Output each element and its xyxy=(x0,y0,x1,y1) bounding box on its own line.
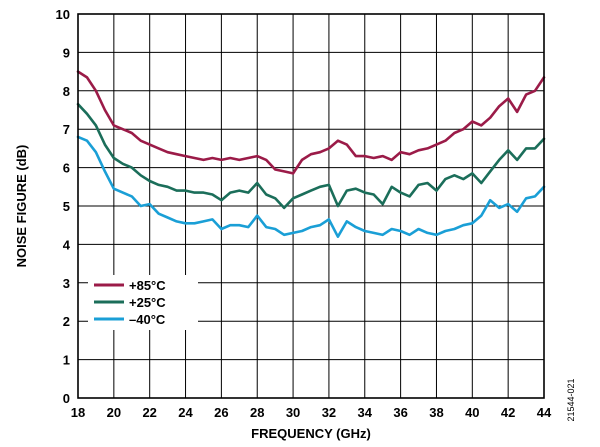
x-tick-label: 26 xyxy=(214,405,228,420)
y-tick-labels: 0 1 2 3 4 5 6 7 8 9 10 xyxy=(56,7,71,406)
series-line-2 xyxy=(76,102,546,210)
y-tick-label: 1 xyxy=(63,353,70,368)
plot-frame xyxy=(77,13,545,399)
y-tick-label: 9 xyxy=(63,45,70,60)
grid xyxy=(77,13,545,399)
y-tick-label: 10 xyxy=(56,7,70,22)
y-tick-label: 5 xyxy=(63,199,70,214)
series-line-3 xyxy=(76,135,546,238)
y-tick-label: 0 xyxy=(63,391,70,406)
x-tick-label: 36 xyxy=(393,405,407,420)
series-layer xyxy=(76,70,546,238)
x-tick-label: 34 xyxy=(358,405,373,420)
legend-label-1: +85°C xyxy=(129,278,166,293)
x-tick-label: 38 xyxy=(429,405,443,420)
x-tick-labels: 18 20 22 24 26 28 30 32 34 36 38 40 42 44 xyxy=(71,405,552,420)
x-axis-title: FREQUENCY (GHz) xyxy=(251,426,371,441)
legend-label-2: +25°C xyxy=(129,295,166,310)
x-tick-label: 24 xyxy=(178,405,193,420)
y-tick-label: 6 xyxy=(63,161,70,176)
series-line-1 xyxy=(76,70,546,175)
legend-label-3: –40°C xyxy=(129,312,166,327)
y-tick-label: 7 xyxy=(63,122,70,137)
x-tick-label: 20 xyxy=(107,405,121,420)
y-tick-label: 3 xyxy=(63,276,70,291)
x-tick-label: 32 xyxy=(322,405,336,420)
y-tick-label: 8 xyxy=(63,84,70,99)
x-tick-label: 44 xyxy=(537,405,552,420)
y-tick-label: 4 xyxy=(63,237,71,252)
x-tick-label: 30 xyxy=(286,405,300,420)
x-tick-label: 42 xyxy=(501,405,515,420)
legend: +85°C +25°C –40°C xyxy=(88,275,198,330)
figure-id: 21544-021 xyxy=(566,378,576,421)
x-tick-label: 28 xyxy=(250,405,264,420)
x-tick-label: 22 xyxy=(142,405,156,420)
x-tick-label: 18 xyxy=(71,405,85,420)
x-tick-label: 40 xyxy=(465,405,479,420)
y-tick-label: 2 xyxy=(63,314,70,329)
y-axis-title: NOISE FIGURE (dB) xyxy=(14,145,29,268)
